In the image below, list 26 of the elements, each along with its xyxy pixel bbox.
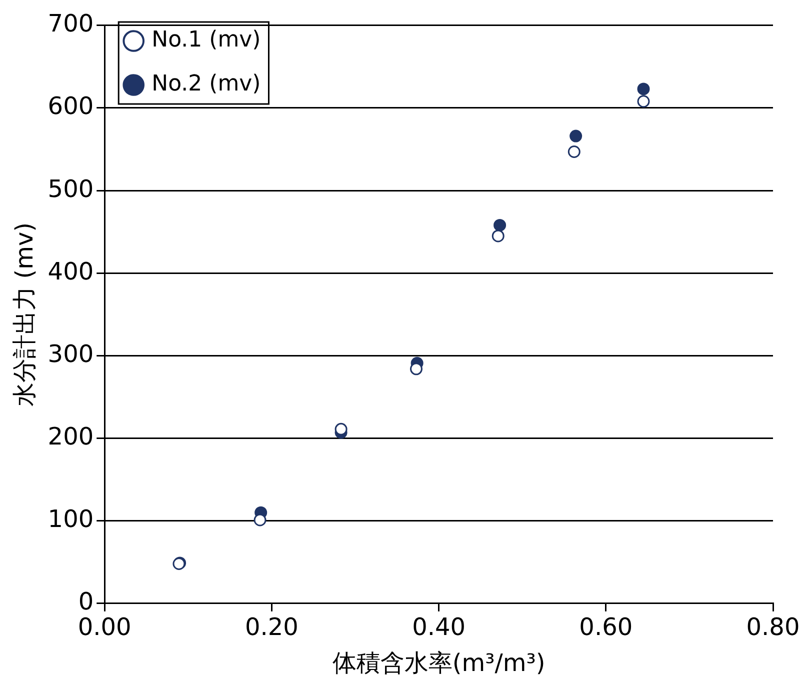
point	[494, 218, 506, 232]
legend-label: No.1 (mv)	[152, 28, 261, 53]
x-tick-label: 0.80	[746, 613, 800, 642]
y-tick-label: 700	[48, 10, 94, 38]
y-tick-label: 500	[48, 174, 94, 203]
y-tick-label: 0	[78, 588, 94, 616]
x-tick-label: 0.20	[244, 613, 298, 642]
y-tick-label: 100	[48, 505, 94, 534]
point	[492, 230, 504, 242]
y-tick-label: 400	[48, 257, 94, 286]
x-tick-label: 0.60	[579, 613, 633, 642]
x-tick-label: 0.40	[412, 613, 466, 642]
point	[410, 362, 422, 376]
point	[334, 422, 348, 436]
point	[637, 95, 650, 108]
point	[637, 82, 650, 96]
y-axis-title: 水分計出力 (mv)	[10, 222, 39, 406]
point	[254, 514, 266, 526]
y-tick-label: 300	[48, 340, 94, 368]
y-tick-label: 200	[48, 422, 94, 450]
legend-label: No.2 (mv)	[152, 72, 261, 97]
y-tick-label: 600	[48, 92, 94, 120]
x-tick-label: 0.00	[78, 613, 132, 642]
point	[568, 145, 580, 158]
x-axis-title: 体積含水率(m³/m³)	[332, 648, 546, 677]
point	[570, 130, 582, 142]
